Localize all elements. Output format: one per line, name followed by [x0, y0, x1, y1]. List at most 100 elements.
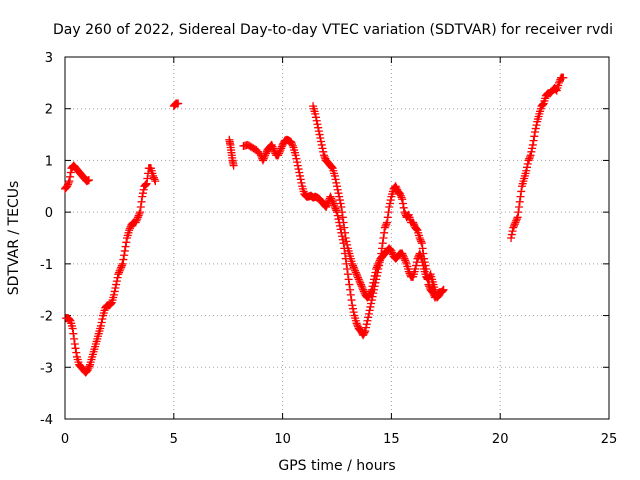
data-point	[69, 329, 78, 338]
data-point	[517, 187, 526, 196]
data-point	[400, 208, 409, 217]
data-point	[314, 127, 323, 136]
data-point	[379, 234, 388, 242]
data-point	[364, 309, 373, 318]
data-point	[526, 151, 535, 160]
data-point	[349, 308, 358, 317]
data-point	[417, 239, 426, 248]
data-point	[96, 321, 105, 330]
data-point	[109, 290, 118, 299]
data-point	[409, 220, 418, 229]
data-point	[367, 296, 376, 305]
data-point	[288, 140, 297, 149]
data-point	[382, 220, 391, 229]
data-point	[401, 258, 410, 267]
data-point	[83, 365, 92, 374]
data-point	[259, 156, 268, 165]
x-tick-label: 0	[61, 432, 69, 447]
data-point	[275, 147, 284, 156]
data-point	[68, 324, 77, 333]
data-point	[508, 227, 517, 236]
data-point	[311, 109, 320, 118]
data-point	[141, 181, 150, 190]
data-point	[385, 199, 394, 208]
data-point	[434, 291, 443, 300]
data-point	[417, 252, 426, 261]
data-point	[383, 213, 392, 222]
data-point	[328, 197, 337, 206]
data-point	[523, 163, 532, 172]
data-point	[343, 265, 352, 274]
data-point	[362, 323, 371, 332]
data-point	[352, 319, 361, 328]
data-point	[381, 221, 390, 230]
data-point	[348, 304, 357, 313]
data-point	[98, 315, 107, 324]
data-point	[326, 192, 335, 201]
data-point	[515, 197, 524, 206]
data-point	[120, 246, 129, 255]
data-point	[392, 184, 401, 193]
y-tick-label: 3	[45, 51, 53, 66]
data-point	[333, 211, 342, 220]
data-point	[360, 328, 369, 337]
data-point	[397, 193, 406, 202]
data-point	[66, 168, 75, 177]
data-point	[120, 251, 129, 260]
data-point	[524, 156, 533, 165]
data-point	[351, 266, 360, 275]
data-point	[322, 201, 331, 210]
data-point	[372, 265, 381, 274]
data-point	[365, 306, 374, 315]
data-point	[71, 344, 80, 353]
data-point	[415, 249, 424, 258]
data-point	[398, 195, 407, 204]
data-point	[313, 120, 322, 129]
data-point	[335, 192, 344, 201]
data-point	[530, 132, 539, 141]
data-point	[399, 203, 408, 212]
data-point	[529, 136, 538, 145]
data-point	[274, 149, 283, 158]
data-point	[141, 180, 150, 189]
data-point	[384, 208, 393, 217]
data-point	[340, 223, 349, 232]
data-point	[115, 266, 124, 275]
data-point	[370, 271, 379, 280]
data-point	[287, 138, 296, 147]
data-point	[151, 177, 160, 186]
data-point	[399, 251, 408, 260]
data-point	[332, 206, 341, 215]
data-point	[401, 256, 410, 265]
data-point	[113, 273, 122, 282]
data-point	[268, 142, 277, 151]
data-point	[386, 196, 395, 205]
data-point	[115, 268, 124, 277]
data-point	[366, 302, 375, 311]
data-point	[398, 249, 407, 258]
data-point	[343, 240, 352, 249]
data-point	[149, 171, 158, 180]
data-point	[353, 271, 362, 280]
data-point	[348, 301, 357, 310]
data-point	[320, 152, 329, 161]
data-point	[150, 175, 159, 184]
data-point	[532, 121, 541, 130]
data-point	[411, 265, 420, 274]
data-point	[399, 199, 408, 208]
data-point	[338, 208, 347, 217]
data-point	[338, 213, 347, 222]
data-point	[134, 211, 143, 220]
data-point	[345, 280, 354, 289]
data-point	[433, 292, 442, 301]
data-point	[70, 340, 79, 349]
data-point	[349, 263, 358, 272]
y-tick-label: -1	[40, 258, 53, 273]
data-point	[122, 238, 131, 247]
data-point	[359, 285, 368, 294]
data-point	[110, 287, 119, 296]
data-point	[142, 179, 151, 188]
data-point	[339, 218, 348, 227]
data-point	[510, 220, 519, 229]
